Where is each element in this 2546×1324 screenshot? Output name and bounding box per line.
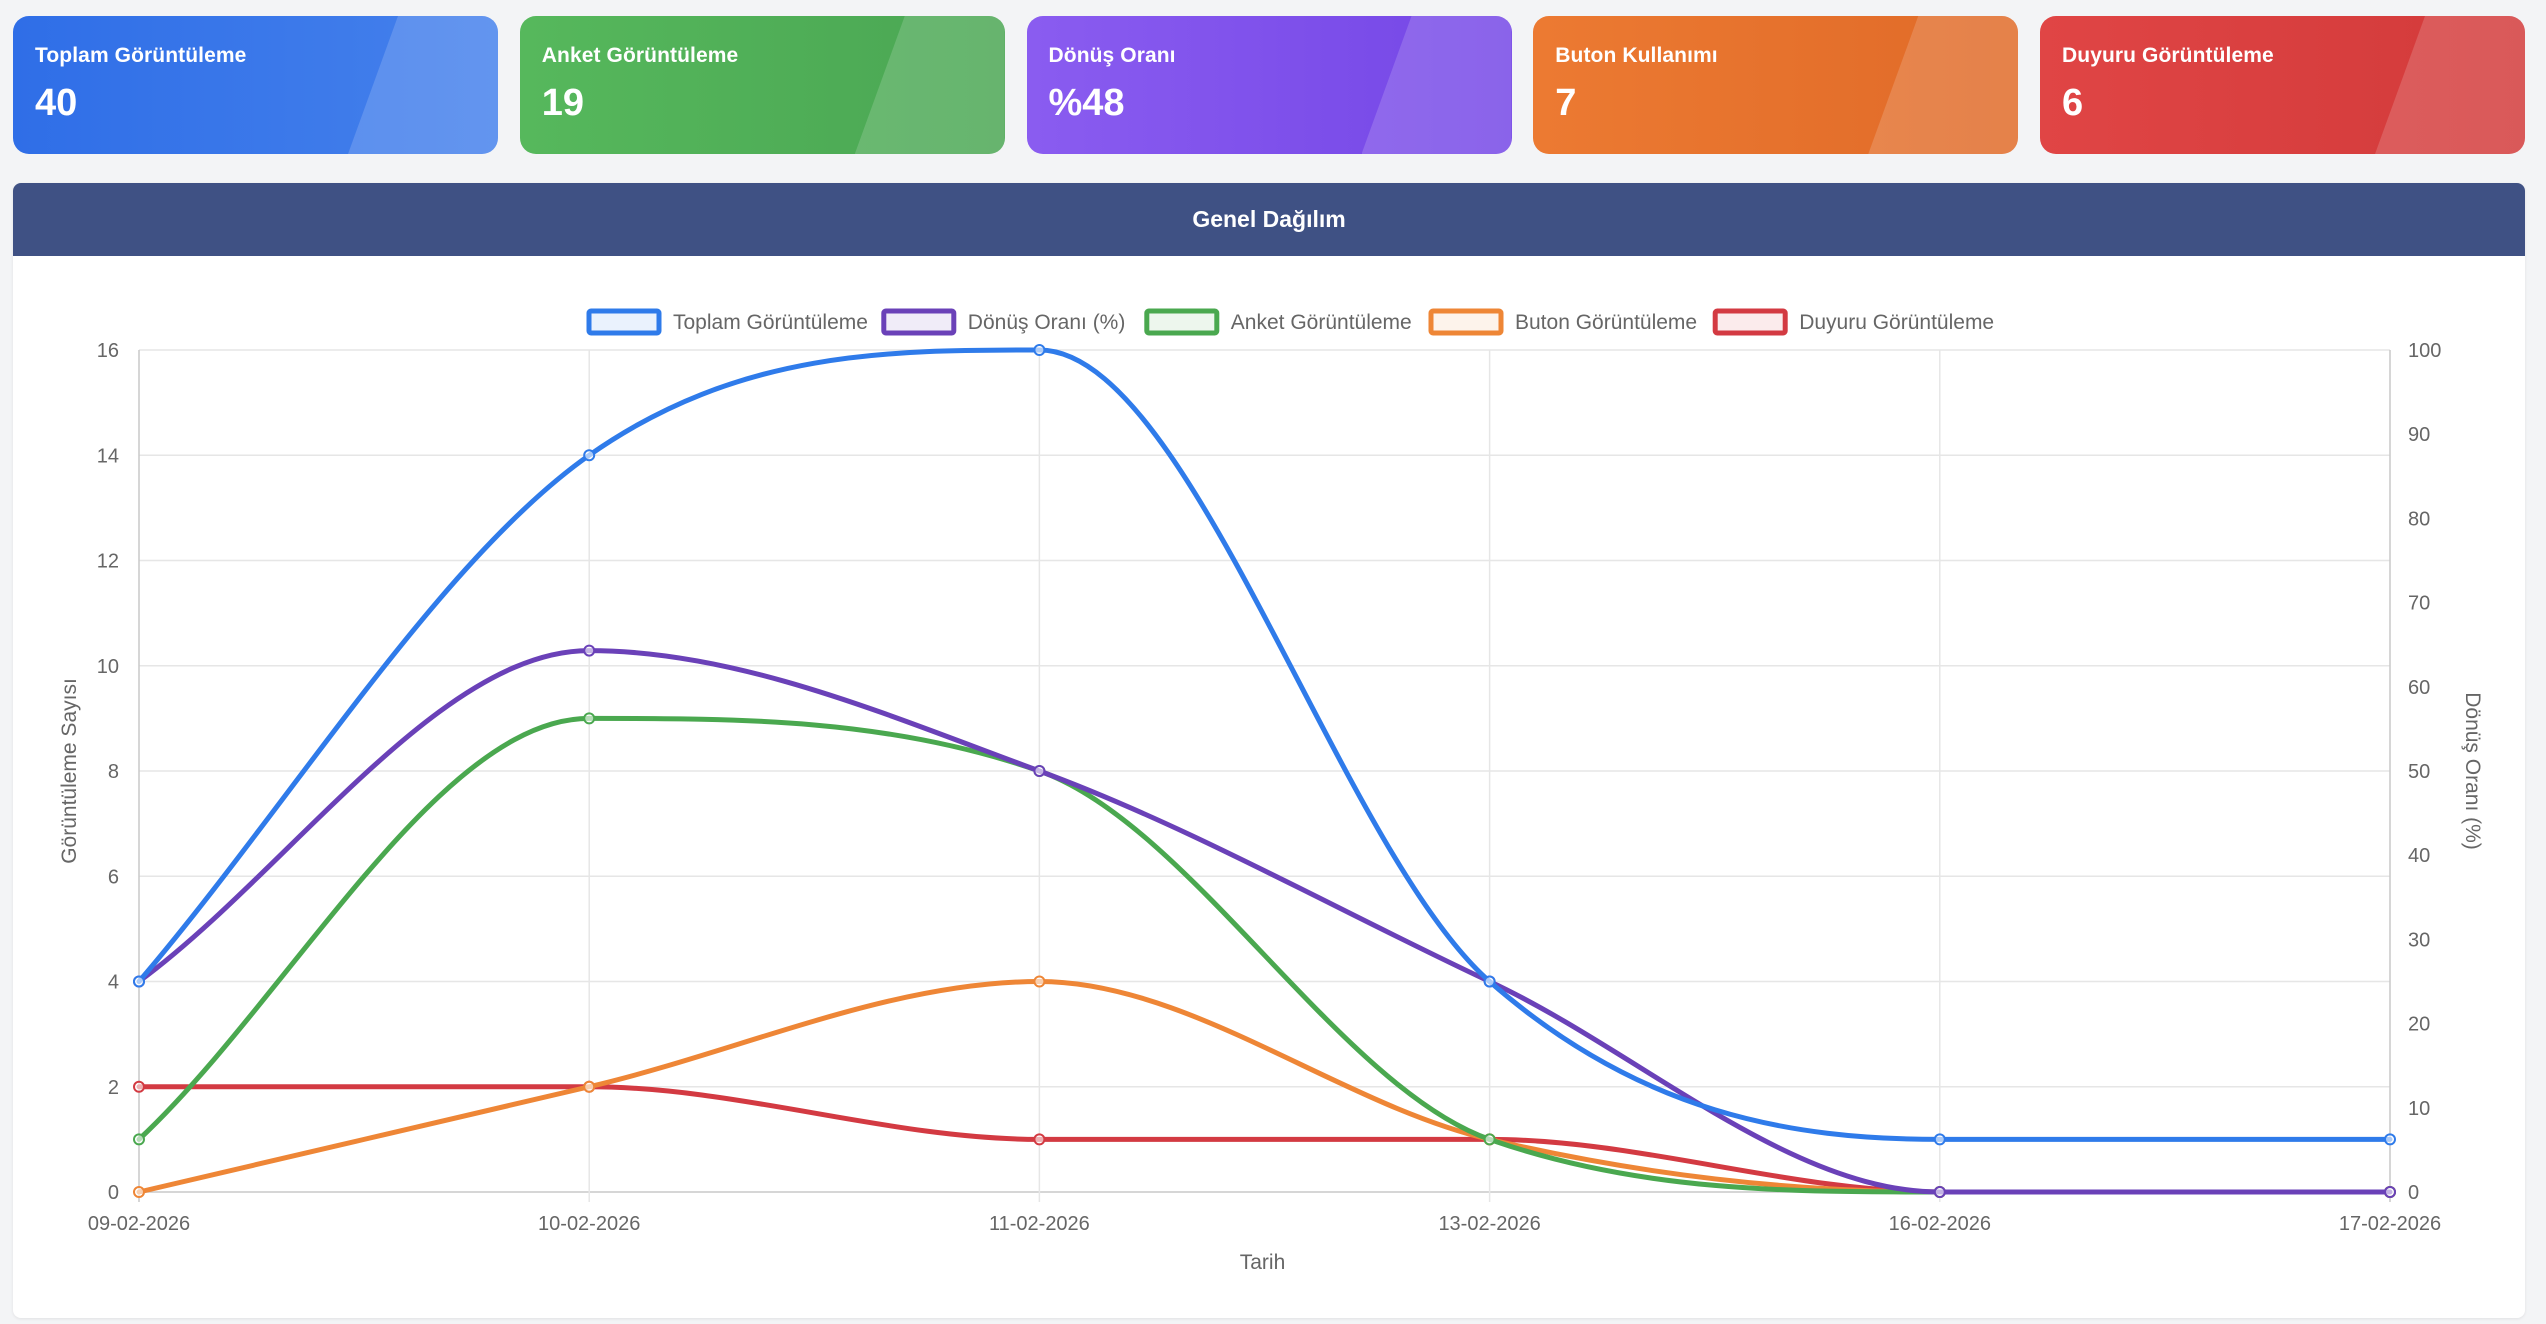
y2-axis-title: Dönüş Oranı (%) (2461, 692, 2484, 850)
data-point (1033, 765, 1046, 777)
data-point (133, 1186, 145, 1198)
y2-tick-label: 90 (2408, 424, 2430, 446)
chart-legend: Toplam Görüntüleme Dönüş Oranı (%) Anket G… (586, 308, 1994, 336)
chart-grid (138, 349, 2391, 1202)
card-label: Dönüş Oranı (1048, 44, 1176, 67)
card-value: %48 (1048, 82, 1125, 124)
series-2 (133, 712, 2396, 1198)
legend-item: Toplam Görüntüleme (586, 308, 868, 336)
data-point (583, 712, 596, 725)
y-tick-label: 4 (108, 972, 119, 994)
data-point (1033, 344, 1046, 356)
card-button-usage: Buton Kullanımı 7 (1533, 16, 2019, 154)
legend-item: Duyuru Görüntüleme (1712, 308, 1994, 336)
y-tick-label: 12 (97, 551, 119, 573)
x-tick-label: 16-02-2026 (1889, 1213, 1991, 1235)
y2-tick-label: 0 (2408, 1182, 2419, 1204)
legend-label: Anket Görüntüleme (1231, 311, 1412, 334)
data-point (133, 1080, 145, 1093)
summary-cards: Toplam Görüntüleme 40 Anket Görüntüleme … (13, 16, 2525, 154)
y2-tick-label: 50 (2408, 761, 2430, 783)
y2-tick-label: 30 (2408, 929, 2430, 951)
legend-label: Duyuru Görüntüleme (1799, 311, 1994, 334)
chart-series (133, 344, 2396, 1198)
y-tick-label: 10 (97, 656, 119, 678)
card-value: 6 (2062, 82, 2084, 124)
legend-swatch (586, 308, 662, 336)
panel-title: Genel Dağılım (13, 183, 2525, 256)
card-announcement-views: Duyuru Görüntüleme 6 (2040, 16, 2525, 154)
card-total-views: Toplam Görüntüleme 40 (13, 16, 498, 154)
x-tick-label: 10-02-2026 (538, 1213, 640, 1235)
y-tick-label: 8 (108, 761, 119, 783)
y-tick-label: 16 (97, 340, 119, 362)
chart-panel: Genel Dağılım (13, 183, 2525, 1318)
card-label: Toplam Görüntüleme (35, 44, 247, 67)
y-tick-label: 6 (108, 866, 119, 888)
data-point (1033, 975, 1046, 988)
legend-item: Anket Görüntüleme (1144, 308, 1412, 336)
data-point (1933, 1186, 1946, 1198)
card-label: Buton Kullanımı (1555, 44, 1718, 67)
legend-swatch (1428, 308, 1504, 336)
y2-tick-label: 40 (2408, 845, 2430, 867)
legend-swatch (1712, 308, 1788, 336)
y-tick-label: 14 (97, 445, 119, 467)
legend-swatch (1144, 308, 1220, 336)
data-point (583, 1080, 596, 1093)
data-point (1033, 1133, 1046, 1146)
data-point (583, 644, 596, 657)
y2-tick-label: 100 (2408, 340, 2441, 362)
card-value: 19 (541, 82, 585, 124)
legend-label: Dönüş Oranı (%) (968, 311, 1126, 334)
y2-tick-label: 60 (2408, 677, 2430, 699)
data-point (1933, 1133, 1946, 1146)
x-tick-label: 17-02-2026 (2339, 1213, 2441, 1235)
y-tick-label: 0 (108, 1182, 119, 1204)
data-point (2384, 1133, 2396, 1146)
card-value: 40 (35, 82, 78, 124)
data-point (1483, 975, 1496, 988)
y-tick-label: 2 (108, 1077, 119, 1099)
card-survey-views: Anket Görüntüleme 19 (519, 16, 1005, 154)
y2-tick-label: 10 (2408, 1098, 2430, 1120)
series-line (136, 347, 2393, 1142)
series-0 (133, 344, 2396, 1146)
data-point (2384, 1186, 2396, 1198)
data-point (133, 975, 145, 988)
data-point (583, 449, 596, 462)
y2-tick-label: 80 (2408, 508, 2430, 530)
x-axis-title: Tarih (1240, 1251, 1286, 1274)
series-line (136, 648, 2393, 1195)
data-point (133, 1133, 145, 1146)
data-point (1483, 1133, 1496, 1146)
series-line (136, 715, 2393, 1195)
card-label: Anket Görüntüleme (541, 44, 739, 67)
legend-item: Dönüş Oranı (%) (881, 308, 1126, 336)
card-value: 7 (1555, 82, 1577, 124)
x-tick-label: 09-02-2026 (88, 1213, 190, 1235)
legend-label: Buton Görüntüleme (1515, 311, 1697, 334)
legend-swatch (881, 308, 957, 336)
card-conversion-rate: Dönüş Oranı %48 (1026, 16, 1512, 154)
legend-label: Toplam Görüntüleme (673, 311, 868, 334)
y2-tick-label: 20 (2408, 1014, 2430, 1036)
y2-tick-label: 70 (2408, 593, 2430, 615)
y-axis-title: Görüntüleme Sayısı (58, 678, 81, 864)
x-tick-label: 11-02-2026 (989, 1213, 1090, 1235)
chart-axes: 0 2 4 6 8 10 12 14 16 0 10 20 30 40 50 60 70 80 90 100 09-02… (58, 340, 2484, 1274)
card-label: Duyuru Görüntüleme (2062, 44, 2274, 67)
x-tick-label: 13-02-2026 (1438, 1213, 1540, 1235)
legend-item: Buton Görüntüleme (1428, 308, 1697, 336)
